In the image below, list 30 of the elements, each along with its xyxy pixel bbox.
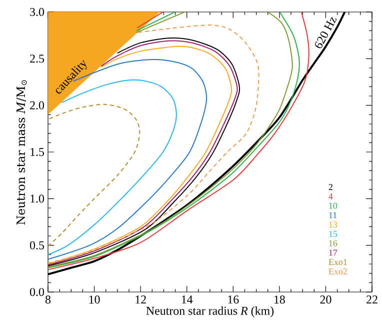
text: 17 (329, 250, 338, 256)
y-tick-label: 3.0 (30, 8, 44, 16)
x-tick-label: 16 (228, 296, 239, 304)
x-tick-label: 12 (136, 296, 146, 304)
text: 11 (329, 212, 337, 218)
text: Exo2 (328, 268, 347, 274)
y-tick-label: 1.5 (30, 148, 44, 156)
y-tick-label: 1.0 (30, 194, 44, 203)
text: 13 (329, 222, 338, 228)
text: 15 (329, 230, 338, 237)
x-tick-label: 14 (182, 296, 193, 304)
text: Exo1 (328, 259, 347, 266)
x-axis-title: Neutron star radius R (km) (146, 306, 274, 318)
text: 16 (329, 240, 338, 246)
y-axis-title: Neutron star mass M/M$_{⊙}$ (16, 80, 27, 225)
text: 2 (328, 184, 332, 190)
x-tick-label: 20 (320, 296, 332, 304)
text: 10 (329, 202, 338, 209)
y-tick-label: 2.0 (30, 101, 44, 110)
line-series (48, 59, 208, 260)
annotation: 620 Hz (314, 16, 337, 48)
x-tick-label: 8 (45, 296, 51, 304)
y-tick-label: 0.5 (30, 241, 44, 250)
y-tick-label: 0.0 (30, 288, 44, 296)
text: 4 (328, 193, 333, 200)
y-tick-label: 2.5 (30, 54, 44, 63)
x-tick-label: 18 (274, 296, 285, 304)
x-tick-label: 22 (366, 296, 378, 304)
line-series (48, 104, 140, 247)
x-tick-label: 10 (89, 296, 100, 304)
